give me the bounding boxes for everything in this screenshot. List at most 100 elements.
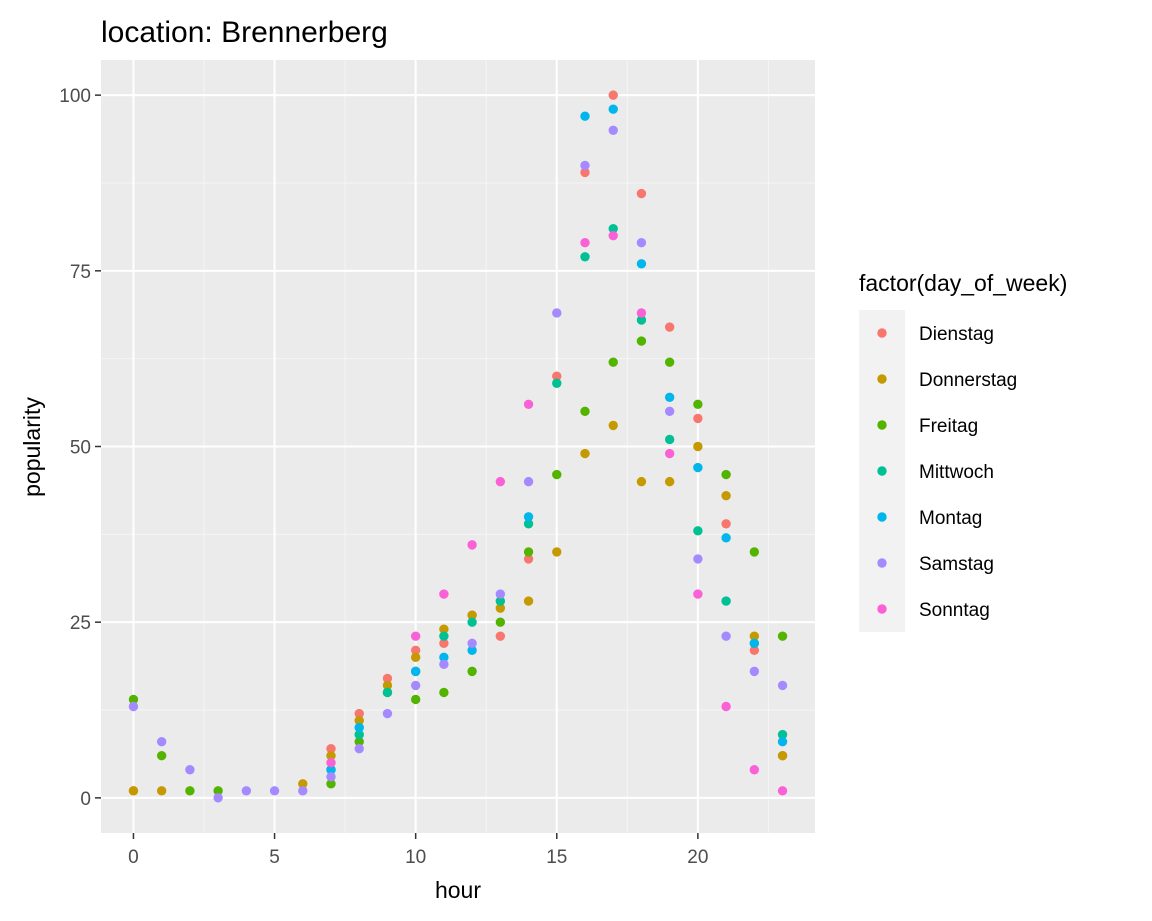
data-point [721,631,731,641]
data-point [467,638,477,648]
data-point [382,673,393,684]
data-point [693,554,703,564]
data-point [439,638,449,648]
data-point [213,786,223,796]
data-point [439,659,449,670]
data-point [608,420,618,431]
data-point [693,589,703,599]
data-point [608,223,618,234]
data-point [608,125,618,135]
data-point [721,469,731,480]
data-point [326,758,336,768]
data-point [721,519,731,529]
legend: factor(day_of_week) Dienstag Donnerstag Fr… [859,270,1067,632]
data-point [636,188,647,199]
data-point [580,111,590,121]
data-point [580,406,590,417]
y-tick-label: 100 [59,86,91,107]
legend-label: Mittwoch [919,462,994,483]
data-point [777,729,788,740]
data-point [664,448,675,459]
data-point [636,308,647,318]
data-point [156,736,167,747]
data-point [608,104,618,114]
data-point [410,631,421,641]
x-tick-label: 5 [269,847,280,868]
x-tick-label: 20 [687,847,708,868]
data-point [495,589,506,599]
legend-key-marker [877,604,887,614]
data-point [298,786,308,796]
axis-ticks: 0 5 10 15 20 0 25 50 75 100 [59,86,708,868]
data-point [439,631,449,641]
data-point [777,751,788,761]
data-point [552,371,562,381]
data-point [693,399,703,410]
data-point [156,751,167,761]
data-point [523,519,534,529]
data-point [580,167,590,178]
data-point [241,786,252,796]
y-tick-label: 50 [70,438,91,459]
legend-title: factor(day_of_week) [859,270,1067,296]
data-point [354,715,364,726]
data-point [439,687,449,698]
data-point [664,476,675,487]
data-point [495,596,506,606]
data-point [664,434,675,445]
x-tick-label: 15 [546,847,567,868]
data-point [523,547,534,557]
legend-label: Sonntag [919,600,990,621]
data-point [382,680,393,691]
data-point [354,743,364,754]
y-tick-label: 75 [70,262,91,283]
data-point [749,645,760,655]
legend-label: Donnerstag [919,370,1017,391]
data-point [495,617,506,627]
y-tick-label: 25 [70,613,91,634]
data-point [354,729,364,740]
y-axis-title: popularity [19,397,45,497]
legend-label: Samstag [919,554,994,575]
data-point [664,357,675,367]
legend-key-marker [877,512,887,522]
data-point [298,779,308,789]
data-point [552,469,562,480]
data-point [269,786,280,796]
data-point [664,392,675,403]
data-point [693,413,703,424]
data-point [777,786,788,796]
data-point [128,786,139,796]
legend-label: Freitag [919,416,978,437]
data-point [721,596,731,606]
data-point [128,694,139,705]
data-point [326,743,336,754]
data-point [523,554,534,564]
data-point [552,547,562,557]
data-point [467,540,477,550]
data-point [608,357,618,367]
data-point [580,238,590,248]
data-point [777,680,788,691]
data-point [410,666,421,677]
data-point [354,722,364,733]
data-point [439,589,449,599]
data-point [439,652,449,663]
data-point [523,512,534,522]
data-point [693,526,703,536]
data-point [636,336,647,346]
data-point [552,378,562,388]
legend-key-marker [877,466,887,476]
data-point [467,666,477,677]
data-point [636,476,647,487]
data-point [439,624,449,634]
data-point [326,765,336,775]
data-point [636,315,647,325]
data-point [636,238,647,248]
data-point [410,652,421,663]
data-point [354,708,364,719]
data-point [580,252,590,262]
data-point [721,490,731,501]
legend-label: Montag [919,508,982,529]
x-tick-label: 10 [405,847,426,868]
